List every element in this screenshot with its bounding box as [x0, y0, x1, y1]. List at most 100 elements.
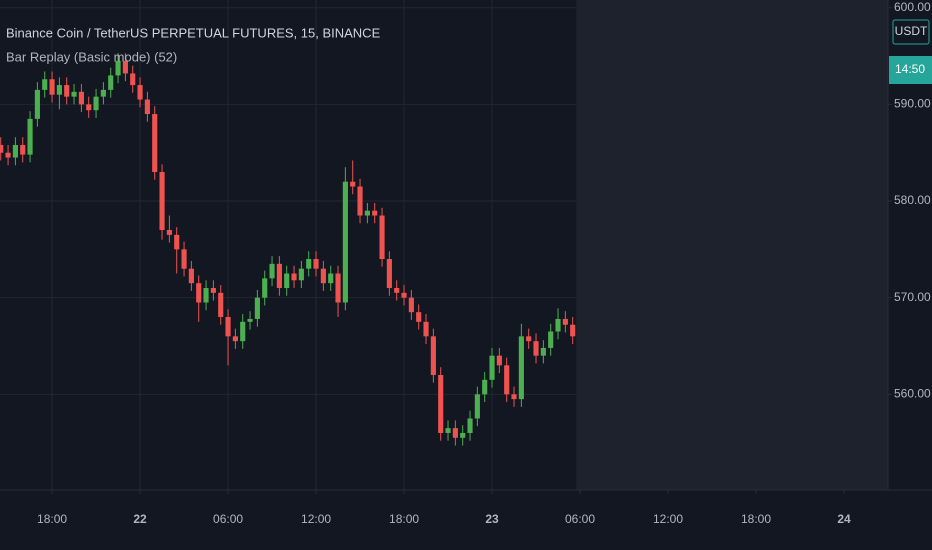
x-tick-label: 18:00: [389, 512, 419, 526]
candle-body: [115, 60, 121, 76]
y-tick-label: 570.00: [894, 290, 931, 304]
candle-body: [93, 96, 99, 111]
candle-body: [496, 355, 502, 366]
candle-body: [306, 259, 312, 269]
candle-body: [12, 144, 18, 158]
candle-body: [86, 104, 92, 111]
candle-body: [20, 144, 26, 155]
candle-body: [240, 321, 246, 342]
candle-body: [350, 181, 356, 187]
x-tick-label: 12:00: [653, 512, 683, 526]
y-tick-label: 600.00: [894, 0, 931, 14]
candle-body: [379, 215, 385, 260]
candle-body: [159, 172, 165, 231]
candle-body: [210, 288, 216, 293]
candle-body: [570, 324, 576, 337]
candle-body: [108, 75, 114, 90]
currency-box[interactable]: [892, 19, 930, 45]
currency-label[interactable]: USDT: [895, 24, 928, 38]
x-tick-label: 24: [837, 512, 851, 526]
candle-body: [218, 292, 224, 318]
candle-body: [42, 79, 48, 90]
y-tick-label: 590.00: [894, 97, 931, 111]
candle-body: [232, 336, 238, 342]
x-tick-label: 22: [133, 512, 147, 526]
replay-future-area: [576, 0, 888, 490]
candle-body: [196, 283, 202, 303]
candle-body: [394, 288, 400, 293]
x-tick-label: 18:00: [741, 512, 771, 526]
candle-body: [474, 394, 480, 419]
candle-body: [467, 418, 473, 433]
candle-body: [100, 89, 106, 97]
x-tick-label: 23: [485, 512, 499, 526]
candle-body: [504, 365, 510, 395]
candle-body: [130, 73, 136, 86]
candles: [0, 53, 576, 446]
candle-body: [342, 181, 348, 303]
candle-body: [284, 273, 290, 289]
x-tick-label: 12:00: [301, 512, 331, 526]
candle-body: [203, 288, 209, 303]
candle-body: [548, 331, 554, 348]
candle-body: [291, 273, 297, 281]
candle-body: [416, 312, 422, 322]
candle-body: [401, 292, 407, 298]
candle-body: [328, 273, 334, 284]
candle-body: [0, 144, 4, 153]
candle-body: [137, 85, 143, 100]
countdown-box: [889, 56, 932, 84]
x-tick-label: 18:00: [37, 512, 67, 526]
candle-body: [78, 91, 84, 105]
candle-body: [408, 297, 414, 313]
candle-body: [5, 152, 11, 158]
candle-body: [518, 336, 524, 400]
candle-body: [181, 249, 187, 269]
candle-body: [482, 379, 488, 395]
candle-body: [34, 89, 40, 119]
replay-status: Bar Replay (Basic mode) (52): [6, 49, 177, 64]
candle-body: [372, 210, 378, 216]
candle-body: [430, 336, 436, 375]
candle-body: [174, 234, 180, 250]
candle-body: [262, 278, 268, 298]
candle-body: [438, 374, 444, 433]
axes: 560.00 570.00 580.00 590.00 600.00 18:00 22 06:…: [37, 0, 931, 526]
candle-body: [320, 268, 326, 284]
candle-body: [122, 60, 128, 74]
candle-body: [511, 394, 517, 400]
candle-body: [166, 230, 172, 235]
candle-body: [357, 186, 363, 216]
candle-body: [386, 259, 392, 289]
candle-body: [562, 318, 568, 325]
candle-body: [247, 318, 253, 322]
candle-body: [364, 210, 370, 216]
candle-body: [144, 99, 150, 115]
candle-body: [313, 259, 319, 269]
candle-body: [445, 428, 451, 433]
candle-body: [49, 79, 55, 95]
candle-body: [71, 91, 77, 97]
candle-body: [423, 321, 429, 337]
candle-body: [452, 428, 458, 438]
candle-body: [335, 273, 341, 303]
y-tick-label: 560.00: [894, 386, 931, 400]
candle-body: [188, 268, 194, 284]
candle-body: [540, 347, 546, 356]
candle-body: [533, 341, 539, 356]
candle-body: [225, 317, 231, 337]
candle-body: [254, 297, 260, 319]
candle-body: [489, 355, 495, 380]
x-tick-label: 06:00: [565, 512, 595, 526]
candle-body: [152, 114, 158, 173]
candle-body: [526, 336, 532, 342]
y-tick-label: 580.00: [894, 193, 931, 207]
x-tick-label: 06:00: [213, 512, 243, 526]
candle-body: [298, 268, 304, 281]
candle-body: [27, 118, 33, 155]
candle-body: [460, 432, 466, 438]
candle-body: [64, 85, 70, 97]
countdown-label: 14:50: [895, 62, 925, 76]
